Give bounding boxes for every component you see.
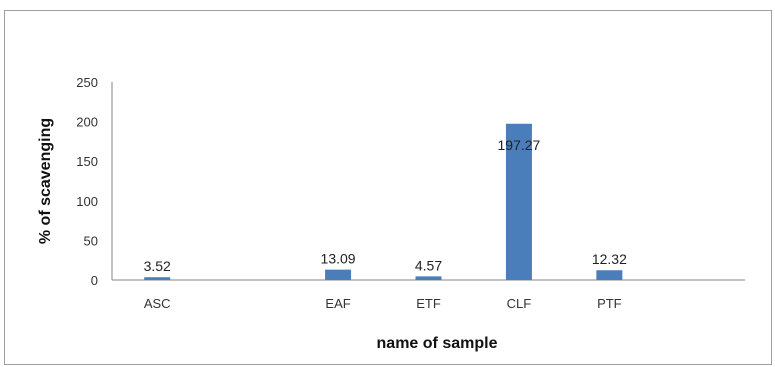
y-tick-label: 0	[91, 273, 98, 288]
y-tick-label: 100	[76, 194, 98, 209]
data-labels: 3.52 13.09 4.57 197.27 12.32	[144, 137, 627, 274]
bar	[415, 276, 442, 280]
chart-frame	[4, 10, 772, 365]
data-label: 4.57	[415, 257, 442, 273]
data-label: 12.32	[592, 251, 627, 267]
y-axis: 0 50 100 150 200 250	[76, 75, 113, 288]
x-axis: ASC EAF ETF CLF PTF	[112, 279, 745, 311]
x-tick-label: ASC	[144, 296, 171, 311]
data-label: 13.09	[321, 251, 356, 267]
bar	[144, 277, 171, 280]
data-label: 197.27	[498, 137, 541, 153]
bar	[325, 269, 352, 280]
bar	[596, 270, 623, 280]
y-tick-label: 150	[76, 154, 98, 169]
x-tick-label: CLF	[507, 296, 532, 311]
x-tick-label: PTF	[597, 296, 622, 311]
x-tick-label: ETF	[416, 296, 441, 311]
bar	[505, 123, 532, 280]
y-axis-title: % of scavenging	[37, 118, 54, 244]
x-axis-title: name of sample	[377, 335, 498, 352]
x-tick-label: EAF	[325, 296, 350, 311]
y-tick-label: 200	[76, 115, 98, 130]
data-label: 3.52	[144, 258, 171, 274]
y-tick-label: 50	[84, 233, 98, 248]
bars	[144, 123, 623, 280]
y-tick-label: 250	[76, 75, 98, 90]
